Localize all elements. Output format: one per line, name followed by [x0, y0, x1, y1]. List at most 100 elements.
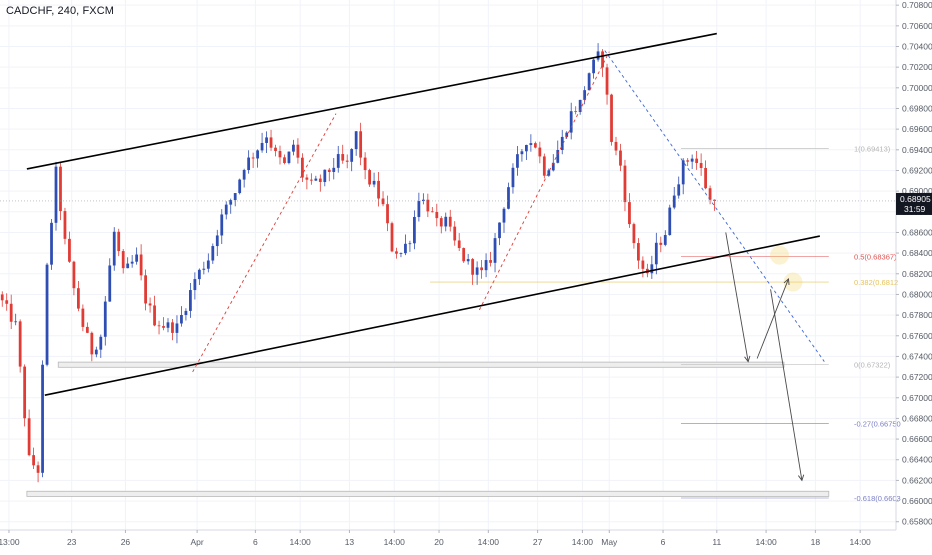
candle-body	[538, 147, 542, 157]
candle-body	[5, 300, 9, 304]
candle-body	[601, 51, 604, 68]
y-tick-label: 0.68200	[902, 269, 932, 279]
candle-body	[484, 260, 488, 271]
candle-body	[404, 243, 407, 254]
candle-body	[520, 151, 524, 155]
candle-body	[637, 243, 640, 261]
highlight-circle	[783, 272, 803, 292]
candle-body	[605, 67, 609, 95]
candle-body	[117, 231, 121, 252]
y-tick-label: 0.65800	[902, 517, 932, 527]
candle-body	[224, 204, 228, 215]
candle-body	[108, 265, 112, 302]
last-price-countdown: 31:59	[904, 204, 926, 214]
candle-body	[489, 260, 492, 263]
candle-body	[139, 254, 143, 276]
candle-body	[453, 226, 457, 241]
x-tick-label: 27	[533, 537, 543, 547]
trend-drawings	[0, 32, 896, 482]
candle-body	[623, 165, 627, 203]
candle-body	[144, 275, 147, 304]
candle-body	[610, 94, 613, 142]
candle-body	[197, 269, 201, 280]
y-tick-label: 0.67000	[902, 393, 932, 403]
candle-body	[103, 301, 107, 337]
x-tick-label: 14:00	[384, 537, 406, 547]
candle-body	[148, 303, 152, 306]
y-tick-label: 0.69800	[902, 103, 932, 113]
candle-body	[708, 188, 712, 200]
candle-body	[166, 322, 170, 328]
y-tick-label: 0.69200	[902, 165, 932, 175]
y-tick-label: 0.70200	[902, 62, 932, 72]
candle-body	[641, 260, 645, 269]
candle-body	[18, 321, 22, 367]
y-tick-label: 0.67400	[902, 351, 932, 361]
candle-body	[45, 264, 49, 365]
x-tick-label: 6	[661, 537, 666, 547]
candle-body	[332, 167, 336, 172]
candle-body	[54, 166, 58, 223]
candle-body	[677, 184, 681, 196]
y-tick-label: 0.70000	[902, 83, 932, 93]
support-zone	[26, 490, 830, 497]
candle-body	[672, 195, 676, 208]
candle-body	[386, 204, 389, 224]
candle-body	[381, 198, 385, 205]
candle-body	[301, 157, 304, 178]
candle-body	[175, 323, 179, 333]
candle-body	[121, 251, 125, 269]
candle-body	[556, 150, 560, 163]
y-tick-label: 0.68000	[902, 289, 932, 299]
candle-body	[59, 166, 62, 212]
candle-body	[686, 160, 690, 162]
candle-body	[399, 253, 403, 254]
candle-body	[85, 326, 89, 333]
fib-level-label: 1(0.69413)	[854, 144, 891, 153]
candle-body	[260, 142, 264, 151]
candle-body	[278, 151, 282, 158]
candle-body	[90, 332, 94, 355]
y-tick-label: 0.67600	[902, 331, 932, 341]
price-axis[interactable]: 0.70800 0.70600 0.70400 0.70200 0.70000 0.698…	[895, 0, 932, 530]
candle-body	[220, 214, 224, 236]
y-tick-label: 0.66800	[902, 413, 932, 423]
y-tick-label: 0.67800	[902, 310, 932, 320]
candle-body	[180, 315, 183, 324]
last-price-value: 0.68905	[900, 194, 931, 204]
candle-body	[480, 267, 483, 271]
y-tick-label: 0.70400	[902, 41, 932, 51]
x-tick-label: 14:00	[755, 537, 777, 547]
x-tick-label: 13:00	[0, 537, 20, 547]
x-tick-label: 13	[345, 537, 355, 547]
candle-body	[251, 157, 255, 159]
candle-body	[94, 349, 98, 355]
x-tick-label: 6	[253, 537, 258, 547]
candle-body	[171, 322, 174, 333]
time-axis[interactable]: 13:00 23 26 Apr 6 14:00 13 14:00 20 14:00 27 14:00 M…	[0, 529, 896, 547]
candle-body	[350, 149, 354, 162]
support-zones	[26, 361, 830, 497]
candle-body	[502, 208, 506, 223]
projection-arrow-line	[756, 278, 789, 359]
candle-body	[292, 144, 295, 152]
y-tick-label: 0.70800	[902, 0, 932, 10]
candle-body	[77, 288, 80, 309]
y-tick-label: 0.66000	[902, 496, 932, 506]
candle-body	[341, 154, 345, 161]
candle-body	[274, 147, 277, 152]
candle-body	[9, 303, 13, 322]
candle-body	[305, 177, 309, 180]
candle-body	[547, 170, 551, 176]
fibonacci-levels: 1(0.69413) 0.5(0.68367) 0.382(0.6812 0(0.67…	[430, 144, 901, 503]
candle-body	[668, 207, 672, 236]
candle-body	[681, 160, 685, 185]
candle-body	[130, 261, 134, 264]
projection-arrow-head	[744, 355, 751, 363]
x-tick-label: 20	[434, 537, 444, 547]
candle-body	[23, 366, 27, 419]
candle-body	[269, 137, 273, 148]
candle-body	[153, 305, 156, 326]
